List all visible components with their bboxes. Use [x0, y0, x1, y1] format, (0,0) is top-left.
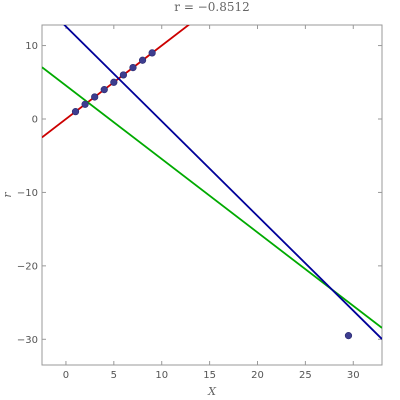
x-tick-label: 15: [203, 370, 216, 381]
y-tick-label: −20: [17, 261, 38, 272]
x-tick-label: 0: [63, 370, 69, 381]
y-axis-label: r: [1, 192, 14, 198]
x-axis: 0 5 10 15 20 25 30: [63, 25, 360, 381]
regression-lines: [42, 25, 382, 340]
x-tick-label: 30: [347, 370, 360, 381]
x-tick-label: 20: [251, 370, 264, 381]
y-tick-label: −30: [17, 335, 38, 346]
y-tick-label: −10: [17, 188, 38, 199]
data-point: [110, 78, 118, 86]
y-tick-label: 10: [25, 41, 38, 52]
data-point: [81, 100, 89, 108]
data-point: [71, 108, 80, 116]
chart-title: r = −0.8512: [174, 0, 249, 14]
x-axis-label: X: [207, 385, 217, 398]
fit-line-2: [42, 66, 382, 329]
data-point: [138, 56, 147, 64]
x-tick-label: 5: [111, 370, 117, 381]
y-axis: −30 −20 −10 0 10: [17, 41, 382, 346]
data-point: [100, 86, 108, 94]
fit-line-1: [42, 25, 191, 139]
data-point: [148, 49, 156, 57]
x-tick-label: 10: [155, 370, 168, 381]
data-points: [71, 49, 353, 340]
x-tick-label: 25: [299, 370, 312, 381]
fit-line-3: [63, 25, 382, 340]
data-point: [129, 63, 137, 72]
data-point: [344, 332, 353, 340]
data-point: [119, 71, 128, 79]
data-point: [91, 93, 99, 101]
plot-frame: [41, 24, 383, 366]
y-tick-label: 0: [32, 114, 38, 125]
